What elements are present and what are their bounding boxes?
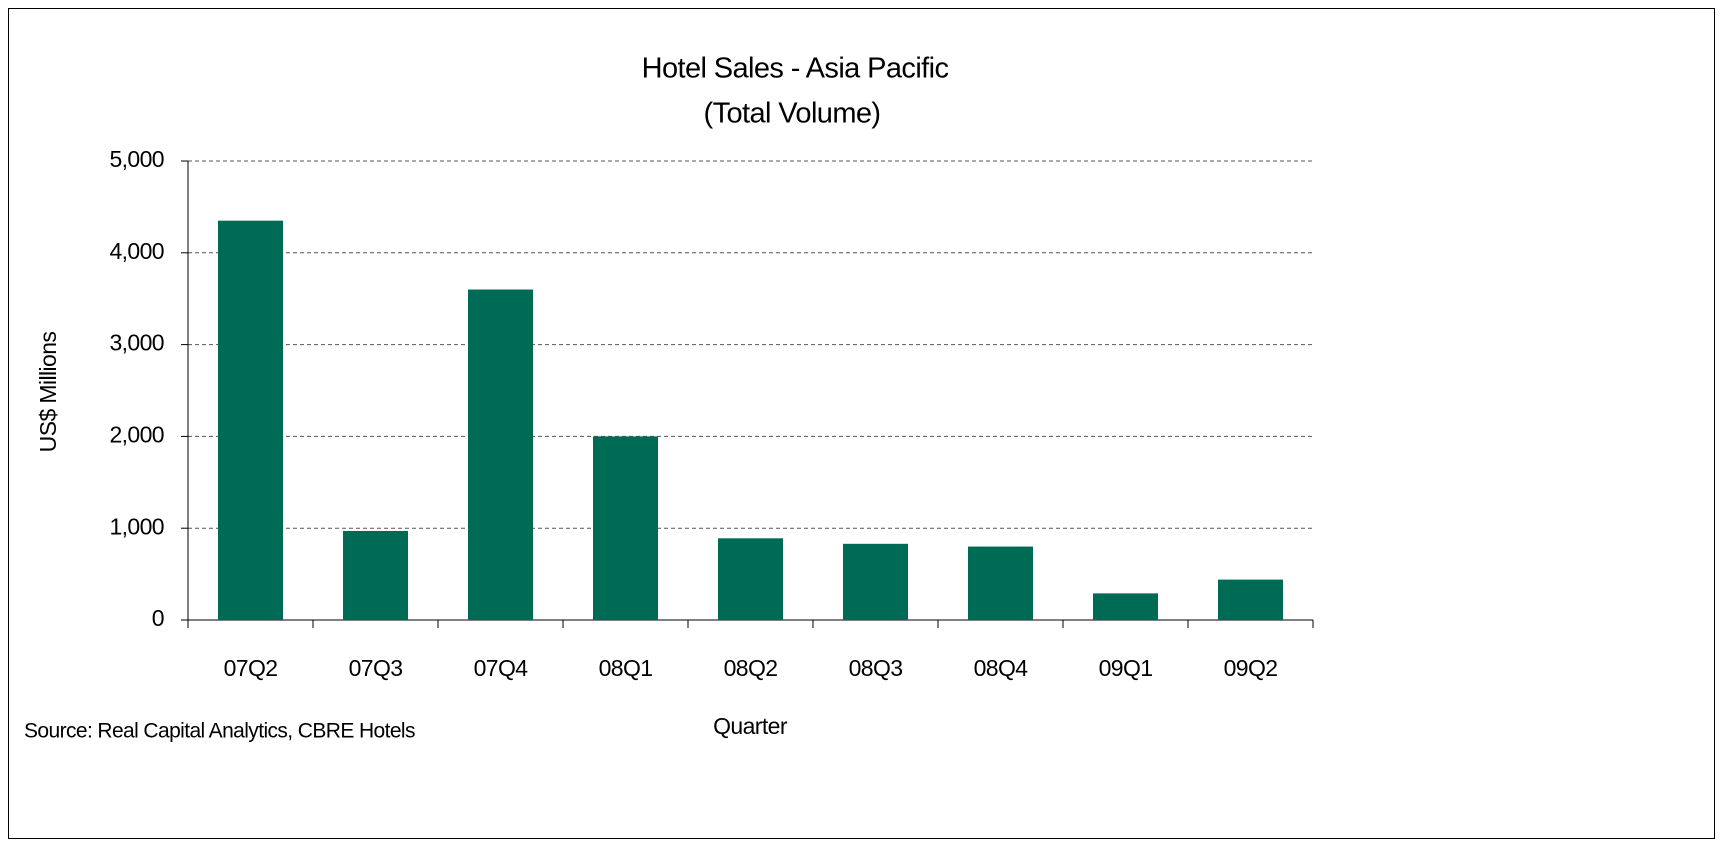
bar bbox=[843, 543, 908, 620]
x-tick-label: 07Q2 bbox=[224, 655, 278, 681]
x-tick-label: 07Q4 bbox=[474, 655, 529, 681]
chart-title: Hotel Sales - Asia Pacific bbox=[642, 53, 949, 85]
x-tick-label: 07Q3 bbox=[349, 655, 403, 681]
y-tick-label: 2,000 bbox=[109, 421, 164, 447]
x-tick-label: 08Q2 bbox=[724, 655, 778, 681]
bar bbox=[968, 546, 1033, 620]
bar bbox=[718, 538, 783, 620]
source-note: Source: Real Capital Analytics, CBRE Hot… bbox=[24, 720, 415, 743]
y-tick-label: 4,000 bbox=[109, 238, 164, 264]
y-tick-label: 5,000 bbox=[109, 146, 164, 172]
y-tick-label: 0 bbox=[152, 605, 164, 631]
bar bbox=[218, 220, 283, 621]
bar bbox=[1218, 579, 1283, 620]
x-tick-label: 08Q4 bbox=[974, 655, 1029, 681]
bar bbox=[343, 530, 408, 620]
x-axis-label: Quarter bbox=[713, 713, 788, 739]
x-tick-label: 08Q1 bbox=[599, 655, 653, 681]
chart-subtitle: (Total Volume) bbox=[704, 98, 881, 130]
x-tick-label: 08Q3 bbox=[849, 655, 903, 681]
bar bbox=[1093, 593, 1158, 620]
y-tick-label: 1,000 bbox=[109, 513, 164, 539]
bar bbox=[593, 436, 658, 620]
chart-frame bbox=[8, 8, 1715, 839]
x-tick-label: 09Q1 bbox=[1099, 655, 1153, 681]
y-axis-label: US$ Millions bbox=[35, 332, 61, 453]
bar bbox=[468, 289, 533, 620]
x-tick-label: 09Q2 bbox=[1224, 655, 1278, 681]
y-tick-label: 3,000 bbox=[109, 330, 164, 356]
